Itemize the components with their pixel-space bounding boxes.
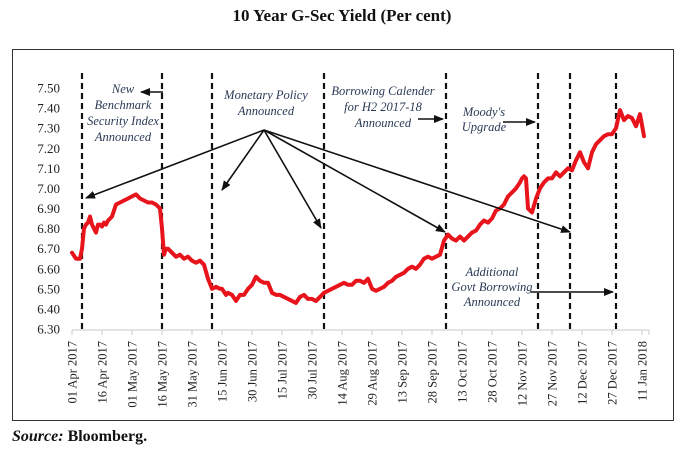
- y-tick-label: 7.50: [37, 81, 60, 96]
- x-tick-label: 16 Apr 2017: [96, 341, 110, 404]
- source-note: Source: Bloomberg.: [12, 428, 147, 446]
- arrow-policy-aug: [263, 129, 322, 229]
- y-tick-label: 6.70: [37, 241, 60, 256]
- y-tick-label: 7.00: [37, 181, 60, 196]
- chart-title: 10 Year G-Sec Yield (Per cent): [232, 6, 452, 25]
- x-tick-label: 30 Jul 2017: [306, 341, 320, 399]
- y-tick-label: 6.60: [37, 261, 60, 276]
- annotation-additional-borrowing: Announced: [463, 295, 521, 309]
- x-tick-label: 30 Jun 2017: [246, 341, 260, 402]
- y-tick-label: 6.30: [37, 322, 60, 337]
- series-layer: [70, 108, 646, 305]
- x-tick-label: 28 Sep 2017: [426, 341, 440, 404]
- y-tick-label: 7.40: [37, 101, 60, 116]
- arrow-policy-oct: [263, 129, 446, 233]
- x-tick-label: 12 Nov 2017: [516, 341, 530, 406]
- y-axis: 7.50 7.40 7.30 7.20 7.10 7.00 6.90 6.80 6.70 6.60…: [37, 81, 60, 337]
- annotation-borrowing-calender: Borrowing Calender: [331, 84, 434, 98]
- annotation-new-benchmark: Announced: [94, 130, 152, 144]
- x-tick-label: 13 Oct 2017: [456, 341, 470, 403]
- arrow-policy-apr: [85, 129, 265, 199]
- y-tick-label: 7.10: [37, 161, 60, 176]
- source-text: Bloomberg.: [67, 428, 148, 445]
- annotation-arrows: [85, 88, 614, 296]
- x-axis: 01 Apr 2017 16 Apr 2017 01 May 2017 16 May …: [66, 329, 650, 408]
- x-tick-label: 01 Apr 2017: [66, 341, 80, 404]
- y-tick-label: 6.80: [37, 221, 60, 236]
- y-tick-label: 7.30: [37, 121, 60, 136]
- annotation-new-benchmark: New: [111, 82, 135, 96]
- chart-frame: [12, 49, 674, 421]
- y-tick-label: 6.40: [37, 301, 60, 316]
- y-tick-label: 7.20: [37, 141, 60, 156]
- x-tick-label: 15 Jun 2017: [216, 341, 230, 402]
- x-tick-label: 13 Sep 2017: [396, 341, 410, 404]
- x-tick-label: 27 Dec 2017: [606, 341, 620, 405]
- y-tick-label: 6.90: [37, 201, 60, 216]
- annotation-additional-borrowing: Govt Borrowing: [451, 280, 532, 294]
- x-tick-label: 27 Nov 2017: [546, 341, 560, 406]
- x-tick-label: 16 May 2017: [156, 341, 170, 408]
- annotation-new-benchmark: Security Index: [87, 114, 159, 128]
- arrow-policy-dec: [263, 129, 571, 233]
- x-tick-label: 12 Dec 2017: [576, 341, 590, 405]
- annotation-moodys: Upgrade: [462, 120, 507, 134]
- annotation-additional-borrowing: Additional: [465, 265, 519, 279]
- x-tick-label: 31 May 2017: [186, 341, 200, 408]
- annotation-new-benchmark: Benchmark: [95, 98, 152, 112]
- series-line-g-sec-yield: [70, 108, 646, 305]
- annotation-borrowing-calender: for H2 2017-18: [344, 100, 423, 114]
- annotation-borrowing-calender: Announced: [354, 116, 412, 130]
- annotation-moodys: Moody's: [462, 105, 505, 119]
- source-label: Source:: [12, 428, 64, 445]
- x-tick-label: 29 Aug 2017: [366, 341, 380, 406]
- x-tick-label: 28 Oct 2017: [486, 341, 500, 403]
- annotations: New Benchmark Security Index Announced Monet…: [87, 82, 532, 309]
- x-tick-label: 11 Jan 2018: [636, 341, 650, 401]
- x-tick-label: 01 May 2017: [126, 341, 140, 408]
- y-tick-label: 6.50: [37, 281, 60, 296]
- annotation-monetary-policy: Announced: [237, 104, 295, 118]
- arrow-policy-jun: [221, 129, 265, 191]
- x-tick-label: 14 Aug 2017: [336, 341, 350, 406]
- x-tick-label: 15 Jul 2017: [276, 341, 290, 399]
- annotation-monetary-policy: Monetary Policy: [223, 88, 308, 102]
